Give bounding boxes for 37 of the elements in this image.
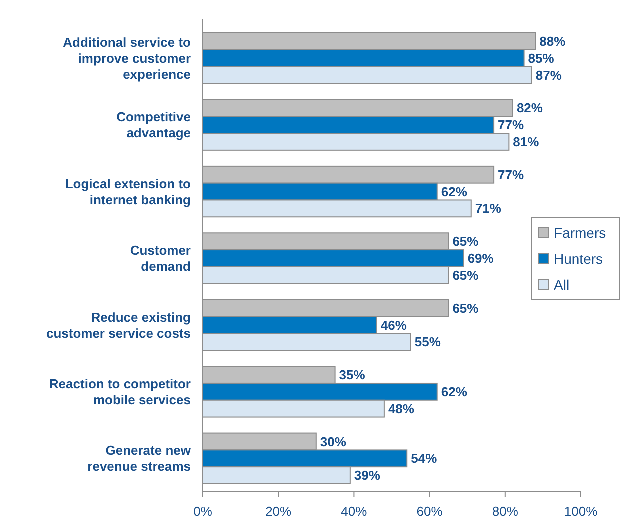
y-tick-label: Customer demand xyxy=(130,243,192,274)
data-label: 87% xyxy=(536,68,562,83)
data-label: 54% xyxy=(411,451,438,466)
legend-label: Hunters xyxy=(554,250,604,267)
data-label: 30% xyxy=(320,434,347,450)
y-tick-label: Reduce existing customer service costs xyxy=(46,310,192,341)
data-label: 39% xyxy=(354,468,381,484)
y-tick-label: Reaction to competitor mobile services xyxy=(49,376,191,408)
data-label: 65% xyxy=(452,300,480,316)
y-tick-label: Competitive advantage xyxy=(116,110,191,141)
y-tick-label: Additional service to improve customer experience xyxy=(63,34,192,82)
x-tick-label: 100% xyxy=(564,504,598,519)
x-tick-label: 40% xyxy=(341,504,368,519)
data-label: 35% xyxy=(339,368,366,383)
y-tick-label: Generate new revenue streams xyxy=(88,443,192,474)
data-label: 65% xyxy=(452,268,480,283)
data-label: 88% xyxy=(540,34,566,50)
data-label: 81% xyxy=(513,134,540,150)
data-label: 69% xyxy=(468,251,494,266)
x-tick-label: 60% xyxy=(416,504,444,519)
data-label: 71% xyxy=(475,201,502,216)
data-label: 55% xyxy=(414,334,442,350)
x-tick-label: 20% xyxy=(266,504,292,519)
data-label: 77% xyxy=(498,167,525,182)
data-label: 48% xyxy=(388,401,415,416)
data-label: 62% xyxy=(441,184,468,200)
y-tick-label: Logical extension to internet banking xyxy=(65,176,192,208)
data-label: 85% xyxy=(528,50,555,66)
x-tick-label: 80% xyxy=(492,504,519,519)
legend-label: All xyxy=(554,276,570,293)
x-tick-label: 0% xyxy=(194,504,213,519)
legend-label: Farmers xyxy=(554,224,606,241)
data-label: 65% xyxy=(452,234,480,250)
data-label: 82% xyxy=(516,100,544,116)
data-label: 62% xyxy=(441,384,468,400)
data-label: 77% xyxy=(498,118,525,133)
data-label: 46% xyxy=(380,318,408,333)
